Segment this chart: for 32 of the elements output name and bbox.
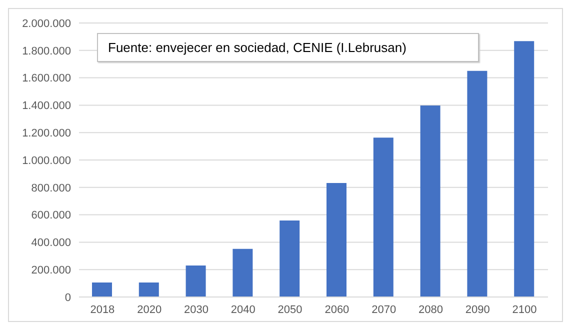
x-tick-label: 2070 [372,304,396,316]
x-tick-label: 2018 [90,304,115,316]
bar [420,105,440,297]
x-tick-label: 2100 [512,304,537,316]
x-tick-label: 2030 [184,304,208,316]
x-tick-label: 2040 [230,304,256,316]
bar [326,183,346,297]
bar [138,282,159,297]
bar [467,70,488,297]
note-box: Fuente: envejecer en sociedad, CENIE (I.Lebrusan) [97,33,479,62]
y-tick-label: 1.200.000 [22,128,71,140]
y-tick-label: 600.000 [31,210,71,222]
y-tick-label: 1.600.000 [22,72,71,85]
x-tick-label: 2080 [418,304,443,316]
y-tick-label: 200.000 [31,264,71,277]
bar [92,282,112,297]
bar [186,265,206,297]
y-tick-label: 400.000 [31,237,71,250]
y-tick-label: 0 [64,292,71,304]
bar [280,220,300,297]
y-tick-label: 1.800.000 [22,45,71,58]
bar [514,41,534,297]
y-tick-label: 800.000 [31,182,71,194]
y-tick-label: 1.400.000 [22,100,71,112]
x-tick-label: 2020 [137,304,162,316]
x-tick-label: 2050 [278,304,302,316]
bar [373,138,394,297]
x-tick-label: 2060 [324,304,350,316]
y-tick-label: 1.000.000 [22,154,71,167]
y-tick-label: 2.000.000 [22,18,71,30]
x-tick-label: 2090 [465,304,490,316]
bar [232,248,253,297]
